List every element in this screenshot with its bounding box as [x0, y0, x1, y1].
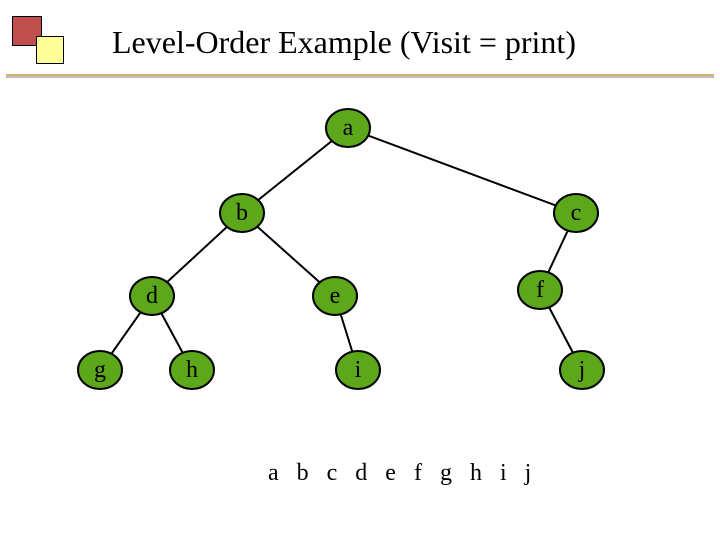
node-label-a: a [343, 115, 354, 141]
tree-edges [100, 128, 582, 370]
node-label-h: h [186, 357, 198, 383]
node-label-b: b [236, 200, 248, 226]
slide-stage: Level-Order Example (Visit = print) abcd… [0, 0, 720, 540]
node-label-d: d [146, 283, 158, 309]
traversal-output: a b c d e f g h i j [268, 460, 537, 487]
node-label-j: j [578, 357, 586, 383]
node-label-c: c [571, 200, 582, 226]
node-label-f: f [536, 277, 544, 303]
node-label-i: i [355, 357, 362, 383]
tree-nodes: a b c d e f g h i j [78, 109, 604, 389]
node-label-e: e [330, 283, 341, 309]
edge-a-c [348, 128, 576, 213]
diagram-svg: a b c d e f g h i j [0, 0, 720, 540]
node-label-g: g [94, 357, 106, 383]
